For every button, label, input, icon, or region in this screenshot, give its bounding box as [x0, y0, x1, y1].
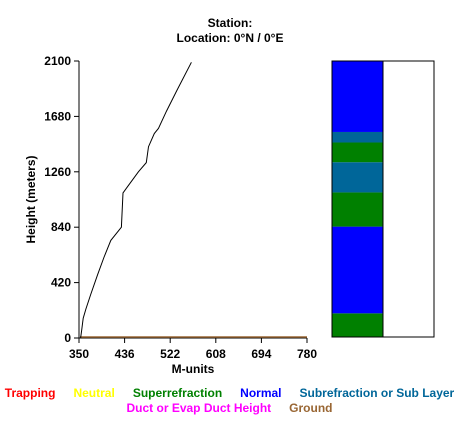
y-tick-label: 2100	[44, 54, 71, 68]
y-axis-label: Height (meters)	[24, 155, 38, 243]
y-tick-label: 1260	[44, 165, 71, 179]
location-title: Location: 0°N / 0°E	[176, 31, 284, 45]
legend-item: Subrefraction or Sub Layer	[299, 386, 455, 400]
legend-item: Superrefraction	[132, 386, 223, 400]
legend-item: Normal	[240, 386, 282, 400]
station-title: Station:	[207, 16, 253, 30]
y-tick-label: 0	[64, 331, 71, 345]
condition-segment	[332, 313, 383, 337]
condition-segment	[332, 192, 383, 227]
condition-segment	[332, 162, 383, 193]
legend-item: Duct or Evap Duct Height	[126, 401, 272, 415]
condition-segment	[332, 226, 383, 314]
x-tick-label: 350	[69, 347, 89, 361]
condition-segment	[332, 131, 383, 143]
condition-segment	[332, 61, 383, 132]
x-tick-label: 694	[251, 347, 271, 361]
x-tick-label: 608	[206, 347, 226, 361]
x-tick-label: 436	[115, 347, 135, 361]
y-tick-label: 840	[51, 220, 71, 234]
y-tick-label: 420	[51, 276, 71, 290]
x-tick-label: 522	[160, 347, 180, 361]
legend-row-1: Trapping Neutral Superrefraction Normal Subr…	[0, 386, 459, 400]
y-tick-label: 1680	[44, 109, 71, 123]
legend-item: Ground	[289, 401, 333, 415]
legend-item: Trapping	[4, 386, 56, 400]
x-tick-label: 780	[297, 347, 317, 361]
legend-row-2: Duct or Evap Duct Height Ground	[0, 401, 459, 415]
m-unit-profile-line	[80, 62, 192, 339]
condition-segment	[332, 142, 383, 163]
legend-item: Neutral	[73, 386, 115, 400]
x-axis-label: M-units	[172, 362, 215, 376]
condition-bar-outline	[331, 60, 384, 338]
